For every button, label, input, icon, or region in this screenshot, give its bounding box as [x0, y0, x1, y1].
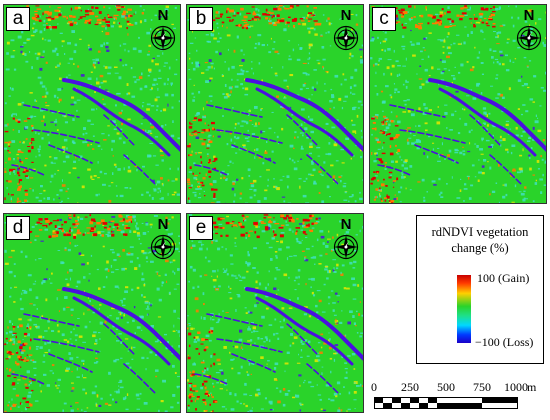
map-image [187, 5, 363, 203]
color-legend: rdNDVI vegetation change (%) 100 (Gain) … [416, 215, 544, 364]
north-arrow-icon: N [332, 8, 360, 54]
compass-rose-icon [333, 234, 359, 260]
north-arrow-icon: N [149, 217, 177, 263]
map-panel-c: c N [369, 4, 547, 204]
north-label: N [157, 216, 169, 233]
scale-bar-graphic [374, 397, 518, 409]
north-arrow-icon: N [515, 8, 543, 54]
compass-rose-icon [516, 25, 542, 51]
north-label: N [340, 7, 352, 24]
compass-rose-icon [150, 234, 176, 260]
legend-title-line-1: rdNDVI vegetation [431, 225, 529, 239]
legend-title: rdNDVI vegetation change (%) [417, 224, 543, 256]
compass-rose-icon [150, 25, 176, 51]
map-panel-e: e N [186, 213, 364, 413]
legend-title-line-2: change (%) [451, 241, 509, 255]
panel-label: a [6, 7, 30, 31]
scale-tick-label: 500 [437, 380, 455, 394]
panel-label: d [6, 216, 30, 240]
legend-color-ramp [457, 275, 471, 343]
scale-tick-label: 1000 [504, 380, 528, 394]
map-panel-b: b N [186, 4, 364, 204]
north-arrow-icon: N [149, 8, 177, 54]
panel-label: b [189, 7, 213, 31]
map-panel-a: a N [3, 4, 181, 204]
map-panel-d: d N [3, 213, 181, 413]
scale-bar: 0 250 500 750 1000 m [370, 380, 548, 416]
north-label: N [523, 7, 535, 24]
scale-tick-label: 250 [401, 380, 419, 394]
scale-tick-label: 0 [371, 380, 377, 394]
panel-label: e [189, 216, 213, 240]
map-image [370, 5, 546, 203]
scale-unit: m [527, 380, 537, 394]
compass-rose-icon [333, 25, 359, 51]
legend-high-label: 100 (Gain) [477, 271, 530, 285]
map-image [187, 214, 363, 412]
north-label: N [340, 216, 352, 233]
legend-low-label: −100 (Loss) [475, 335, 534, 349]
map-image [4, 214, 180, 412]
north-arrow-icon: N [332, 217, 360, 263]
map-image [4, 5, 180, 203]
panel-label: c [372, 7, 396, 31]
scale-tick-label: 750 [473, 380, 491, 394]
north-label: N [157, 7, 169, 24]
